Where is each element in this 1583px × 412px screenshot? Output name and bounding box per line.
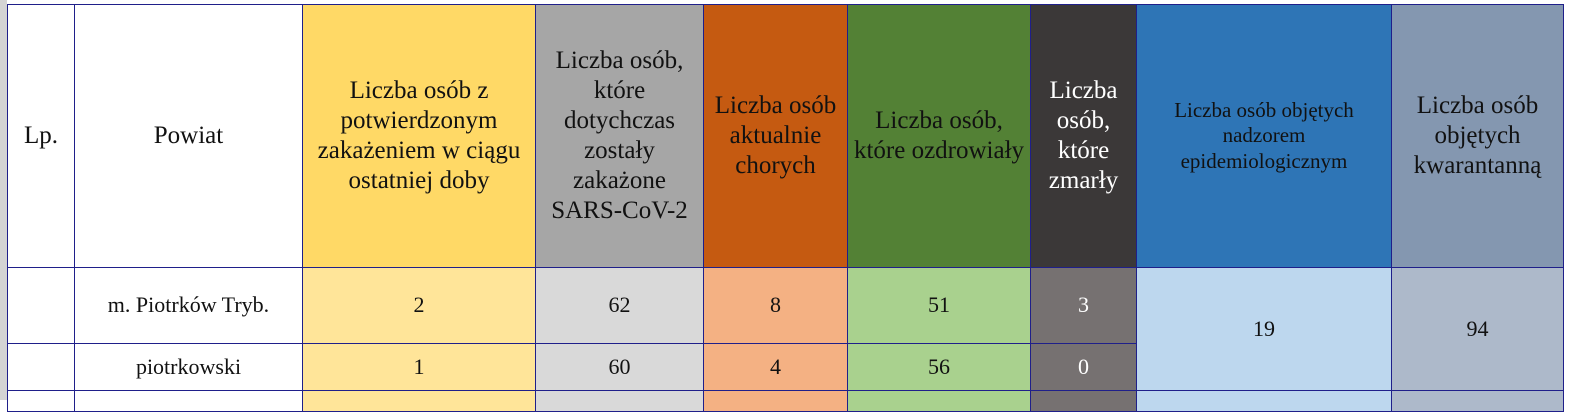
cell-new-cases: 1 — [302, 343, 536, 391]
covid-stats-table: Lp. Powiat Liczba osób z potwierdzonym z… — [7, 4, 1564, 412]
table-row-partial — [7, 390, 1564, 412]
cell-lp — [7, 267, 75, 344]
cell-empty — [535, 390, 704, 412]
cell-quarantine: 94 — [1391, 267, 1564, 391]
cell-empty — [1136, 390, 1392, 412]
cell-empty — [74, 390, 303, 412]
cell-total-cases: 62 — [535, 267, 704, 344]
cell-deaths: 3 — [1030, 267, 1137, 344]
cell-empty — [1030, 390, 1137, 412]
cell-deaths: 0 — [1030, 343, 1137, 391]
table-row: m. Piotrków Tryb. 2 62 8 51 3 19 94 — [7, 267, 1564, 391]
cell-powiat: m. Piotrków Tryb. — [74, 267, 303, 344]
cell-powiat: piotrkowski — [74, 343, 303, 391]
cell-active: 4 — [703, 343, 848, 391]
table-row: piotrkowski 1 60 4 56 0 — [7, 343, 1564, 391]
cell-active: 8 — [703, 267, 848, 344]
header-deaths: Liczba osób, które zmarły — [1030, 4, 1137, 268]
cell-empty — [302, 390, 536, 412]
header-row: Lp. Powiat Liczba osób z potwierdzonym z… — [7, 4, 1564, 268]
header-new-cases: Liczba osób z potwierdzonym zakażeniem w… — [302, 4, 536, 268]
right-margin — [1565, 0, 1583, 400]
cell-surveillance: 19 — [1136, 267, 1392, 391]
header-total-cases: Liczba osób, które dotychczas zostały za… — [535, 4, 704, 268]
cell-empty — [847, 390, 1031, 412]
cell-empty — [703, 390, 848, 412]
cell-recovered: 56 — [847, 343, 1031, 391]
header-active: Liczba osób aktualnie chorych — [703, 4, 848, 268]
header-recovered: Liczba osób, które ozdrowiały — [847, 4, 1031, 268]
header-lp: Lp. — [7, 4, 75, 268]
cell-new-cases: 2 — [302, 267, 536, 344]
cell-empty — [1391, 390, 1564, 412]
header-surveillance: Liczba osób objętych nadzorem epidemiolo… — [1136, 4, 1392, 268]
cell-empty — [7, 390, 75, 412]
cell-recovered: 51 — [847, 267, 1031, 344]
left-margin — [0, 0, 7, 400]
header-quarantine: Liczba osób objętych kwarantanną — [1391, 4, 1564, 268]
cell-total-cases: 60 — [535, 343, 704, 391]
cell-lp — [7, 343, 75, 391]
header-powiat: Powiat — [74, 4, 303, 268]
